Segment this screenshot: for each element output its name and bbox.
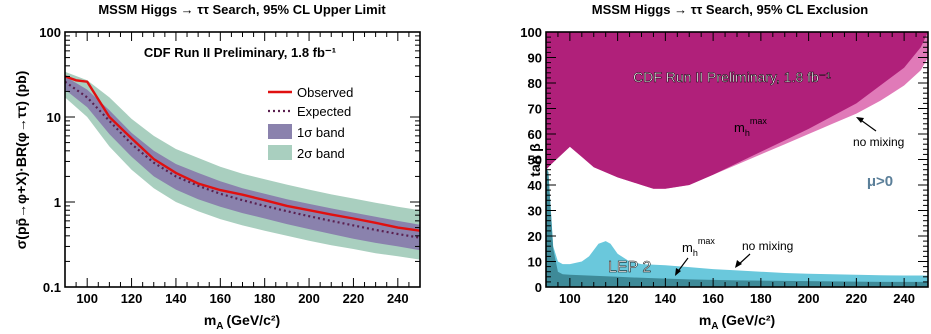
mhmax-arrowhead-lep — [675, 268, 681, 276]
left-legend: Observed Expected 1σ band 2σ band — [268, 85, 353, 161]
legend-label: Expected — [297, 104, 351, 119]
left-x-tick-label: 100 — [76, 291, 98, 306]
right-y-tick-label: 100 — [520, 25, 542, 40]
left-x-tick-label: 240 — [387, 291, 409, 306]
right-chart-title: MSSM Higgs → ττ Search, 95% CL Exclusion — [592, 2, 869, 17]
left-x-tick-label: 140 — [165, 291, 187, 306]
right-x-tick-label: 200 — [798, 291, 820, 306]
left-y-tick-label: 100 — [39, 25, 61, 40]
right-y-tick-label: 0 — [535, 280, 542, 295]
left-x-tick-label: 180 — [254, 291, 276, 306]
right-x-tick-label: 140 — [655, 291, 677, 306]
no-mixing-label-lep: no mixing — [742, 239, 793, 253]
legend-swatch-band — [268, 124, 292, 139]
lep2-label: LEP 2 — [608, 259, 651, 276]
series-line-observed — [65, 75, 420, 232]
left-y-axis-label: σ(pp̄→φ+X)·BR(φ→ττ) (pb) — [13, 71, 29, 250]
upper-limit-chart: MSSM Higgs → ττ Search, 95% CL Upper Lim… — [13, 2, 421, 332]
excluded-region-mhmax — [546, 32, 928, 189]
left-y-tick-label: 0.1 — [43, 280, 61, 295]
no-mixing-arrowhead-lep — [735, 260, 742, 268]
right-plot-area — [546, 32, 928, 287]
left-x-tick-label: 120 — [121, 291, 143, 306]
legend-swatch-band — [268, 145, 292, 160]
right-y-tick-label: 90 — [528, 51, 542, 66]
right-y-tick-label: 10 — [528, 255, 542, 270]
right-y-tick-label: 70 — [528, 102, 542, 117]
left-chart-title: MSSM Higgs → ττ Search, 95% CL Upper Lim… — [98, 2, 386, 17]
series-line-expected — [65, 80, 420, 239]
left-chart-annotation: CDF Run II Preliminary, 1.8 fb⁻¹ — [144, 45, 336, 60]
mu-label: μ>0 — [867, 173, 893, 190]
left-x-tick-label: 160 — [209, 291, 231, 306]
left-plot-area — [65, 71, 420, 260]
legend-label: Observed — [297, 85, 353, 100]
mhmax-label: mhmax — [734, 116, 767, 138]
right-chart-annotation: CDF Run II Preliminary, 1.8 fb⁻¹ — [633, 69, 831, 85]
lep-region-no-mixing — [546, 167, 928, 287]
left-x-tick-label: 220 — [343, 291, 365, 306]
right-x-tick-label: 100 — [559, 291, 581, 306]
left-x-axis-label: mA (GeV/c²) — [204, 312, 280, 332]
right-x-axis-label: mA (GeV/c²) — [699, 312, 775, 332]
left-x-tick-label: 200 — [298, 291, 320, 306]
right-x-tick-label: 120 — [607, 291, 629, 306]
no-mixing-arrowhead-upper — [856, 117, 864, 123]
exclusion-chart: MSSM Higgs → ττ Search, 95% CL Exclusion… — [520, 2, 929, 332]
right-y-tick-label: 40 — [528, 178, 542, 193]
legend-label: 2σ band — [297, 146, 345, 161]
right-y-tick-label: 80 — [528, 76, 542, 91]
right-x-tick-label: 180 — [750, 291, 772, 306]
right-y-axis-label: tan β — [527, 143, 543, 177]
legend-label: 1σ band — [297, 125, 345, 140]
right-y-tick-label: 20 — [528, 229, 542, 244]
left-y-tick-label: 10 — [47, 110, 61, 125]
right-y-tick-label: 50 — [528, 153, 542, 168]
right-x-tick-label: 220 — [846, 291, 868, 306]
mhmax-label-lep: mhmax — [682, 236, 715, 258]
right-axes: 100 120 140 160 180 200 220 240 0 10 20 30 40 50 60 70 8… — [520, 25, 929, 306]
left-axes: 100 120 140 160 180 200 220 240 0.1 1 10 100 — [39, 25, 421, 306]
right-y-tick-label: 30 — [528, 204, 542, 219]
no-mixing-label-upper: no mixing — [853, 135, 904, 149]
left-y-tick-label: 1 — [54, 195, 61, 210]
right-x-tick-label: 160 — [702, 291, 724, 306]
right-x-tick-label: 240 — [893, 291, 915, 306]
series-band-1sigma — [65, 76, 420, 251]
right-y-tick-label: 60 — [528, 127, 542, 142]
